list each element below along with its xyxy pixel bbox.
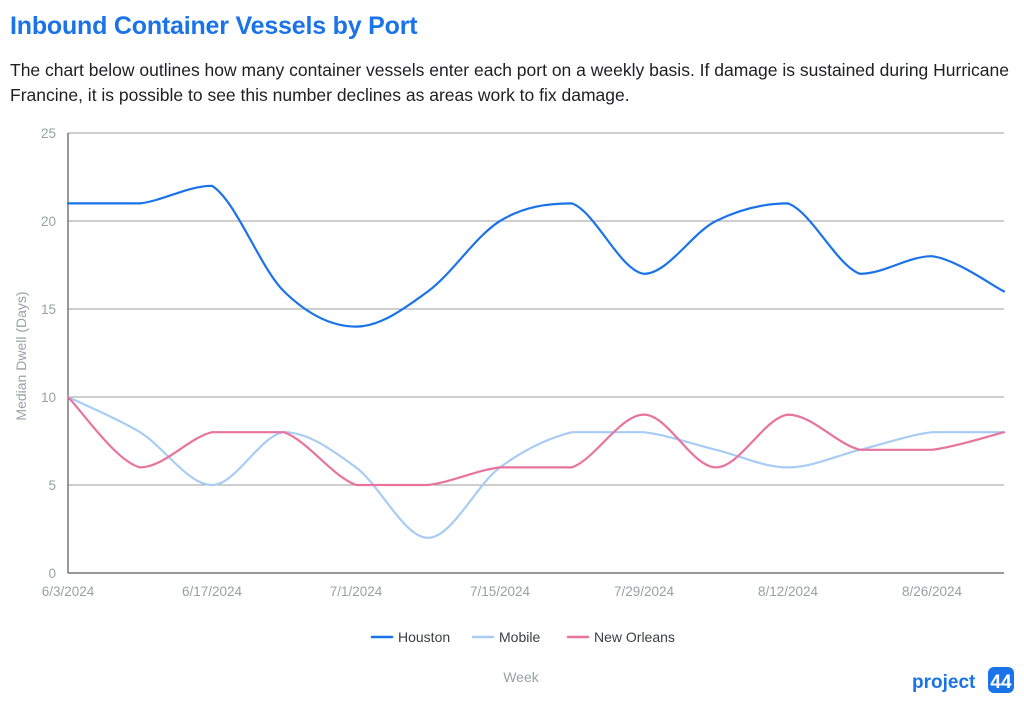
legend-item-new-orleans[interactable]: New Orleans bbox=[566, 629, 675, 645]
y-axis-title: Median Dwell (Days) bbox=[13, 291, 29, 420]
legend-item-mobile[interactable]: Mobile bbox=[471, 629, 540, 645]
legend-label: New Orleans bbox=[594, 629, 675, 645]
page-title: Inbound Container Vessels by Port bbox=[10, 12, 418, 40]
series-line-houston bbox=[66, 184, 1006, 328]
legend-label: Houston bbox=[398, 629, 450, 645]
x-axis-ticks: 6/3/2024 6/17/2024 7/1/2024 7/15/2024 7/29/2… bbox=[42, 584, 963, 599]
x-tick-label: 6/3/2024 bbox=[42, 584, 95, 599]
grid-lines bbox=[67, 132, 1004, 574]
series-line-new-orleans bbox=[66, 395, 1006, 487]
logo-text: project bbox=[912, 672, 976, 693]
y-axis-ticks: 0 5 10 15 20 25 bbox=[41, 126, 56, 581]
y-tick-label: 20 bbox=[41, 214, 56, 229]
y-tick-label: 5 bbox=[48, 478, 56, 493]
y-tick-label: 15 bbox=[41, 302, 56, 317]
legend-label: Mobile bbox=[499, 629, 540, 645]
x-tick-label: 7/15/2024 bbox=[470, 584, 531, 599]
legend[interactable]: Houston Mobile New Orleans bbox=[370, 629, 675, 645]
logo-number: 44 bbox=[990, 672, 1012, 693]
series-line-mobile bbox=[66, 395, 1006, 539]
page-subtitle: The chart below outlines how many contai… bbox=[10, 60, 1010, 105]
x-tick-label: 6/17/2024 bbox=[182, 584, 243, 599]
x-tick-label: 8/12/2024 bbox=[758, 584, 819, 599]
logo-badge bbox=[988, 667, 1014, 693]
x-tick-label: 7/29/2024 bbox=[614, 584, 675, 599]
y-tick-label: 10 bbox=[41, 390, 56, 405]
series-lines bbox=[66, 184, 1006, 539]
y-tick-label: 0 bbox=[48, 566, 56, 581]
legend-item-houston[interactable]: Houston bbox=[370, 629, 450, 645]
x-tick-label: 7/1/2024 bbox=[330, 584, 383, 599]
x-axis-title: Week bbox=[503, 669, 540, 685]
x-tick-label: 8/26/2024 bbox=[902, 584, 963, 599]
y-tick-label: 25 bbox=[41, 126, 56, 141]
project44-logo: project 44 bbox=[912, 667, 1014, 693]
